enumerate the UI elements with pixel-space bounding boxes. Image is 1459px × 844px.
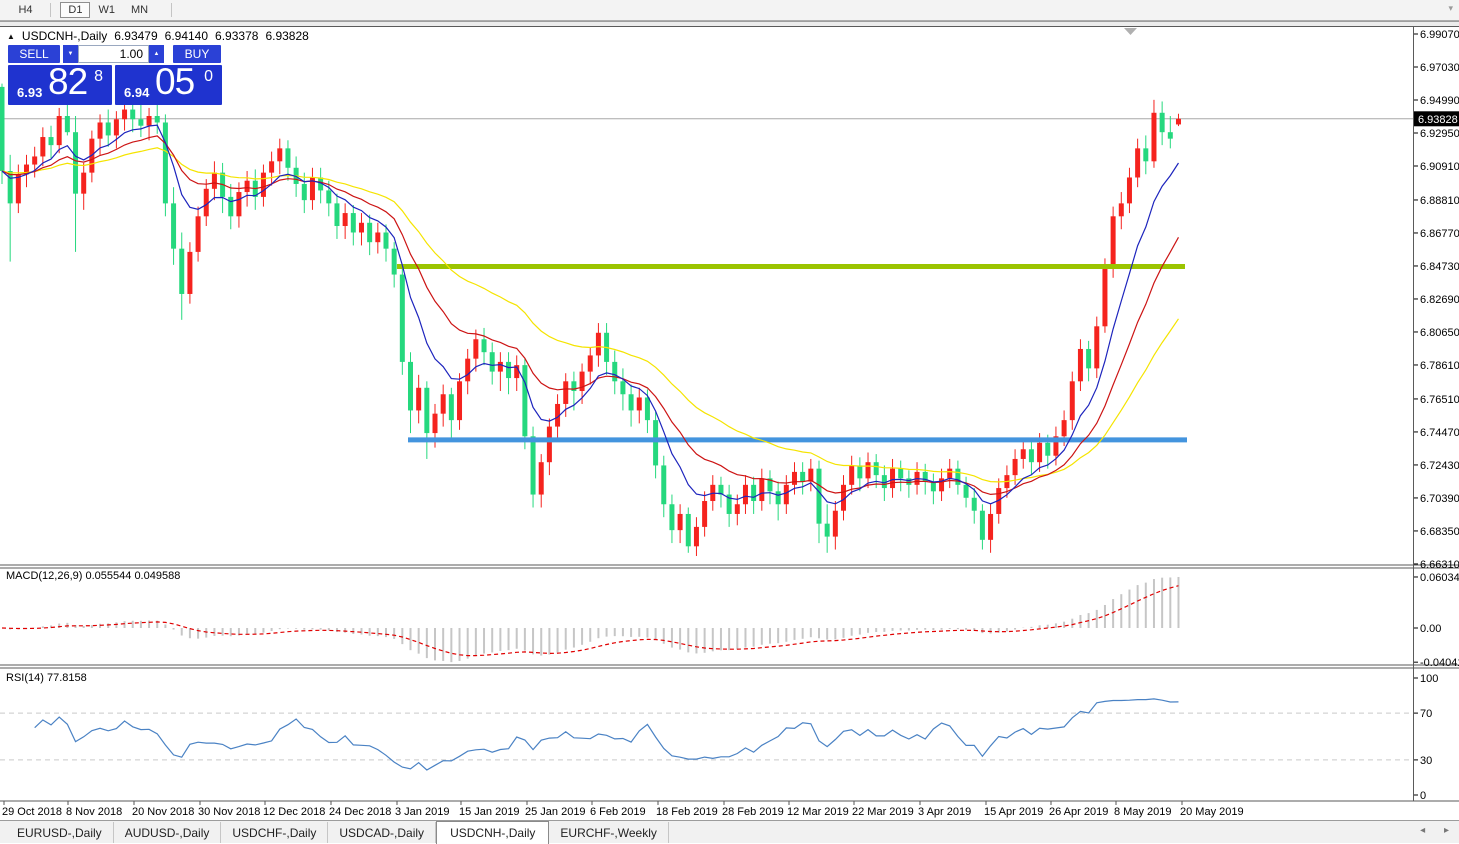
svg-text:22 Mar 2019: 22 Mar 2019 (852, 806, 914, 818)
svg-text:6.76510: 6.76510 (1420, 394, 1459, 406)
svg-text:6.86770: 6.86770 (1420, 228, 1459, 240)
timeframe-button-w1[interactable]: W1 (98, 4, 115, 16)
sell-button[interactable]: SELL (8, 45, 60, 63)
toolbar-overflow-icon[interactable]: ▾ (1448, 3, 1453, 13)
chart-tab-eurusd[interactable]: EURUSD-,Daily (6, 822, 114, 843)
chart-tab-usdcnh[interactable]: USDCNH-,Daily (436, 821, 550, 844)
bar-low-value: 6.93378 (215, 29, 259, 43)
svg-text:6.80650: 6.80650 (1420, 327, 1459, 339)
svg-text:6.88810: 6.88810 (1420, 195, 1459, 207)
svg-text:26 Apr 2019: 26 Apr 2019 (1049, 806, 1108, 818)
svg-text:29 Oct 2018: 29 Oct 2018 (2, 806, 62, 818)
sell-price-point: 8 (94, 68, 103, 85)
svg-text:6.68350: 6.68350 (1420, 526, 1459, 538)
svg-text:15 Apr 2019: 15 Apr 2019 (984, 806, 1043, 818)
chart-tab-usdchf[interactable]: USDCHF-,Daily (221, 822, 329, 843)
rsi-value: 77.8158 (46, 672, 87, 684)
svg-text:20 Nov 2018: 20 Nov 2018 (132, 806, 194, 818)
svg-text:28 Feb 2019: 28 Feb 2019 (722, 806, 784, 818)
sell-price-pips: 82 (48, 61, 88, 102)
bar-high-value: 6.94140 (164, 29, 209, 43)
chart-tab-bar: EURUSD-,Daily AUDUSD-,Daily USDCHF-,Daily U… (0, 820, 1459, 844)
toolbar-separator (49, 3, 51, 17)
volume-decrement-icon[interactable]: ▼ (63, 45, 78, 63)
sell-price-base: 6.93 (17, 85, 43, 100)
svg-text:0.00: 0.00 (1420, 623, 1441, 635)
svg-text:6.82690: 6.82690 (1420, 294, 1459, 306)
timeframe-button-mn[interactable]: MN (130, 4, 149, 16)
svg-text:-0.040415: -0.040415 (1420, 657, 1459, 669)
timeframe-toolbar: H4 D1 W1 MN ▾ (0, 0, 1459, 21)
svg-text:12 Dec 2018: 12 Dec 2018 (263, 806, 325, 818)
timeframe-button-h4[interactable]: H4 (18, 4, 33, 16)
svg-text:12 Mar 2019: 12 Mar 2019 (787, 806, 849, 818)
chart-tab-audusd[interactable]: AUDUSD-,Daily (114, 822, 222, 843)
buy-button[interactable]: BUY (173, 45, 221, 63)
svg-text:100: 100 (1420, 673, 1438, 685)
rsi-indicator-label: RSI(14) 77.8158 (6, 672, 87, 684)
chart-canvas[interactable]: 6.99070 6.97030 6.94990 6.92950 6.90910 6.888… (0, 21, 1459, 820)
svg-text:6.70390: 6.70390 (1420, 493, 1459, 505)
buy-price-point: 0 (204, 68, 213, 85)
svg-text:25 Jan 2019: 25 Jan 2019 (525, 806, 586, 818)
svg-text:6.93828: 6.93828 (1418, 114, 1458, 126)
volume-increment-icon[interactable]: ▲ (149, 45, 164, 63)
macd-main-value: 0.055544 (85, 570, 132, 582)
chart-title: ▲ USDCNH-,Daily 6.93479 6.94140 6.93378 6.938… (7, 29, 309, 43)
symbol-name: USDCNH-,Daily (21, 29, 108, 43)
svg-text:24 Dec 2018: 24 Dec 2018 (329, 806, 391, 818)
svg-text:8 Nov 2018: 8 Nov 2018 (66, 806, 122, 818)
svg-text:3 Apr 2019: 3 Apr 2019 (918, 806, 971, 818)
tab-scroll-right-icon[interactable]: ▸ (1443, 825, 1449, 836)
volume-input[interactable] (78, 45, 149, 63)
svg-text:30: 30 (1420, 755, 1432, 767)
svg-text:6.74470: 6.74470 (1420, 427, 1459, 439)
svg-text:70: 70 (1420, 708, 1432, 720)
macd-signal-value: 0.049588 (134, 570, 181, 582)
buy-quote-box[interactable]: 6.94 05 0 (115, 61, 222, 105)
buy-price-base: 6.94 (124, 85, 150, 100)
bar-close-value: 6.93828 (265, 29, 309, 43)
svg-text:6 Feb 2019: 6 Feb 2019 (590, 806, 646, 818)
svg-text:15 Jan 2019: 15 Jan 2019 (459, 806, 520, 818)
svg-text:6.94990: 6.94990 (1420, 95, 1459, 107)
svg-text:0: 0 (1420, 790, 1426, 802)
buy-price-pips: 05 (155, 61, 195, 102)
timeframe-button-d1[interactable]: D1 (60, 2, 91, 18)
svg-text:8 May 2019: 8 May 2019 (1114, 806, 1171, 818)
chart-tab-usdcad[interactable]: USDCAD-,Daily (328, 822, 437, 843)
svg-text:6.72430: 6.72430 (1420, 460, 1459, 472)
svg-text:6.90910: 6.90910 (1420, 161, 1459, 173)
svg-text:6.99070: 6.99070 (1420, 29, 1459, 41)
tab-scroll-left-icon[interactable]: ◂ (1420, 825, 1426, 836)
svg-text:6.66310: 6.66310 (1420, 559, 1459, 571)
svg-text:6.78610: 6.78610 (1420, 360, 1459, 372)
price-chart-svg: 6.99070 6.97030 6.94990 6.92950 6.90910 6.888… (0, 21, 1459, 818)
chart-tab-eurchf[interactable]: EURCHF-,Weekly (549, 822, 669, 843)
sell-quote-box[interactable]: 6.93 82 8 (8, 61, 112, 105)
svg-text:6.97030: 6.97030 (1420, 62, 1459, 74)
svg-text:0.060342: 0.060342 (1420, 572, 1459, 584)
toolbar-separator (170, 3, 172, 17)
one-click-trading-panel: SELL ▼ ▲ BUY 6.93 82 8 6.94 05 0 (8, 45, 222, 105)
macd-indicator-label: MACD(12,26,9) 0.055544 0.049588 (6, 570, 181, 582)
svg-text:30 Nov 2018: 30 Nov 2018 (198, 806, 260, 818)
svg-text:3 Jan 2019: 3 Jan 2019 (395, 806, 449, 818)
collapse-panel-icon[interactable]: ▲ (7, 32, 15, 41)
svg-text:6.92950: 6.92950 (1420, 128, 1459, 140)
svg-text:18 Feb 2019: 18 Feb 2019 (656, 806, 718, 818)
bar-open-value: 6.93479 (114, 29, 158, 43)
svg-text:6.84730: 6.84730 (1420, 261, 1459, 273)
svg-text:20 May 2019: 20 May 2019 (1180, 806, 1244, 818)
